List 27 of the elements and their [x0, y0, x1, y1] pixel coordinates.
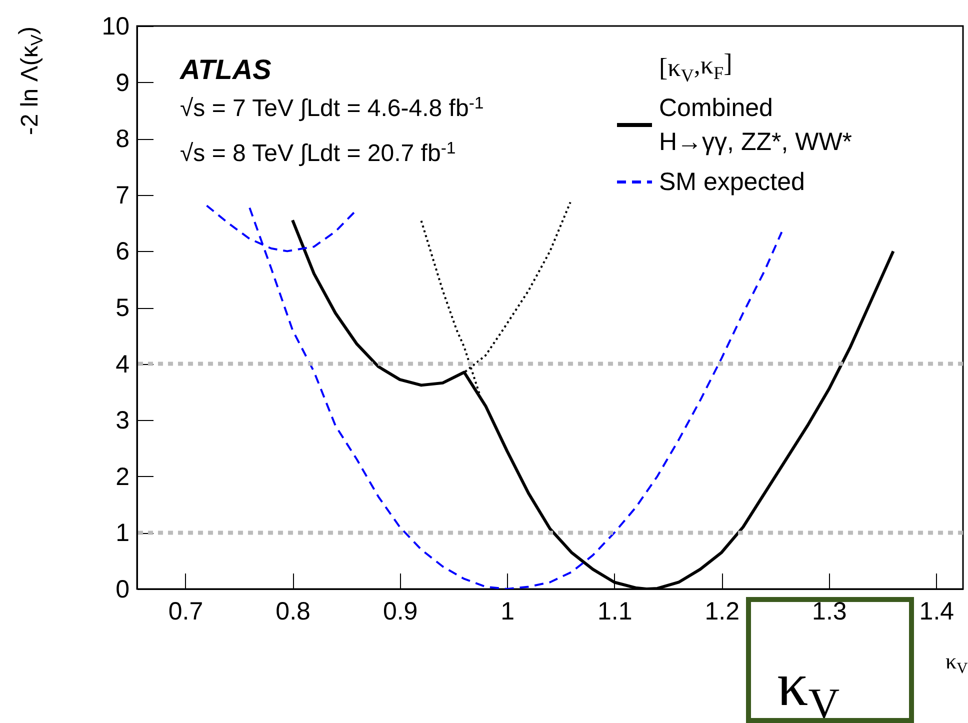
- y-tick-label: 5: [116, 294, 130, 322]
- x-tick-label: 0.7: [168, 598, 204, 626]
- legend-title: [κ$_{V}$,κ$_{F}$]: [659, 48, 732, 86]
- x-tick-label: 1.3: [812, 598, 847, 626]
- x-tick-label: 1.1: [597, 598, 632, 626]
- y-tick-label: 9: [116, 68, 130, 97]
- x-tick-label: 0.9: [382, 598, 418, 626]
- x-axis-title: κ$_{V}$: [946, 648, 968, 678]
- y-tick-label: 4: [116, 350, 130, 378]
- x-tick-label: 1.2: [704, 598, 740, 626]
- x-tick-label: 0.8: [276, 598, 310, 626]
- legend-label: Combined H→γγ, ZZ*, WW*: [659, 94, 852, 156]
- annotation: √s = 8 TeV ∫Ldt = 20.7 fb$^{-1}$: [180, 138, 456, 167]
- legend-label: SM expected: [659, 168, 805, 196]
- annotation: √s = 7 TeV ∫Ldt = 4.6-4.8 fb$^{-1}$: [180, 93, 484, 122]
- y-tick-label: 0: [116, 576, 130, 604]
- y-tick-label: 6: [116, 238, 130, 266]
- y-tick-label: 7: [116, 181, 130, 210]
- y-tick-label: 8: [116, 125, 130, 154]
- y-tick-label: 1: [116, 519, 130, 548]
- y-tick-label: 2: [116, 462, 130, 491]
- y-tick-label: 3: [116, 406, 130, 435]
- text: κ$_{V}$: [777, 651, 840, 723]
- y-tick-label: 10: [102, 12, 130, 40]
- x-tick-label: 1.4: [919, 598, 954, 626]
- x-tick-label: 1: [500, 598, 515, 626]
- annotation: ATLAS: [179, 54, 272, 85]
